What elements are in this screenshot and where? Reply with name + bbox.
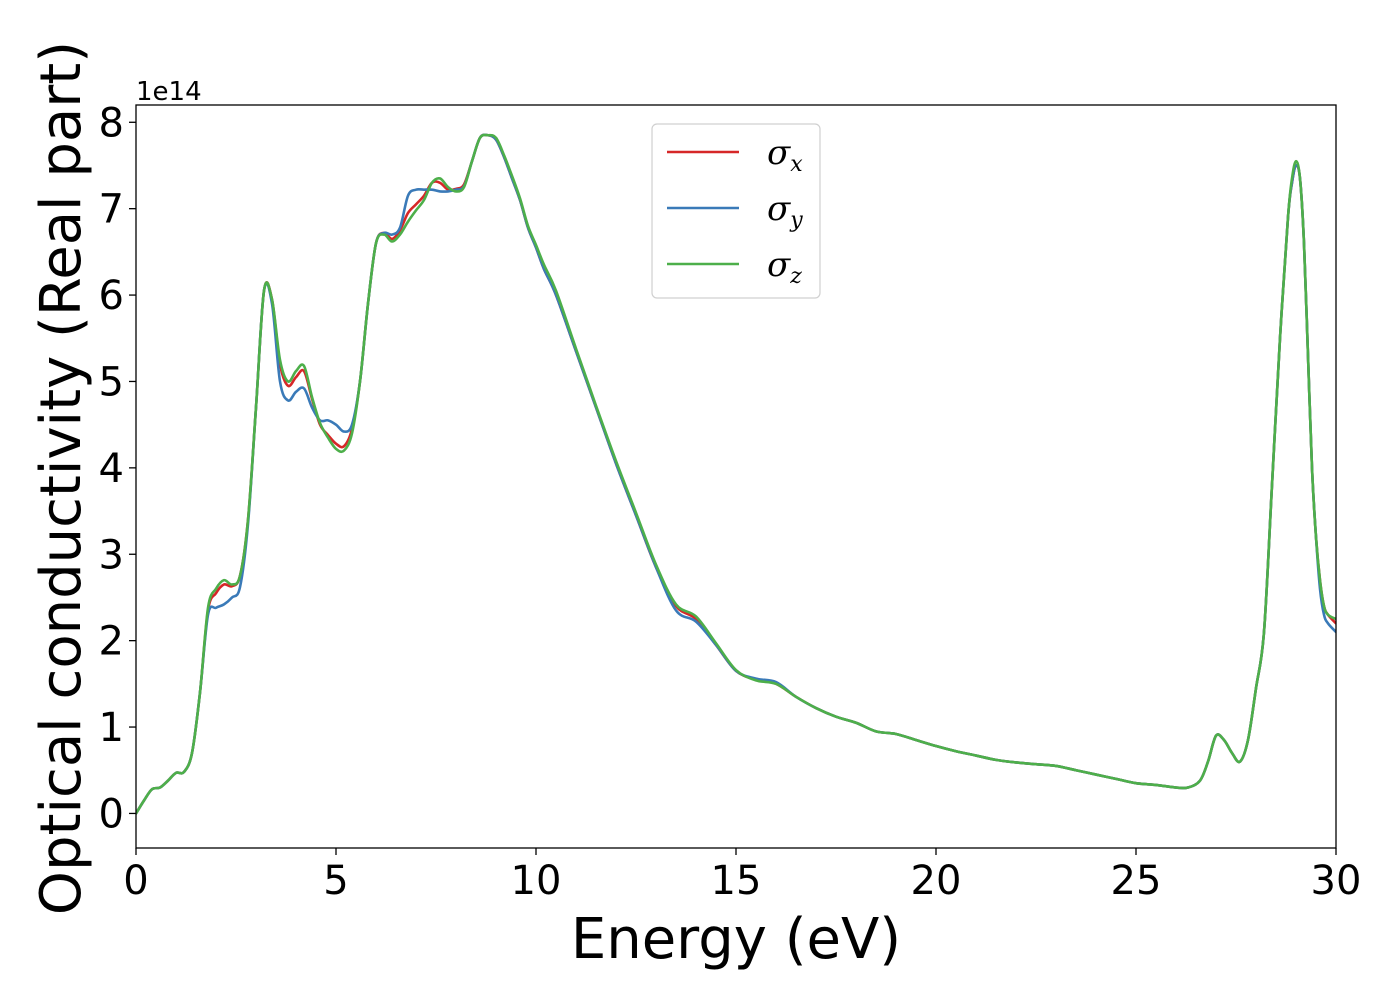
y-tick-label: 7 — [99, 187, 124, 233]
x-tick-label: 20 — [911, 858, 962, 904]
legend-label-x: σx — [767, 133, 803, 177]
y-tick-label: 8 — [99, 100, 124, 146]
y-axis: 0 1 2 3 4 5 6 7 8 — [99, 100, 136, 837]
x-tick-label: 25 — [1111, 858, 1162, 904]
y-axis-title: Optical conductivity (Real part) — [29, 41, 94, 915]
x-tick-label: 10 — [511, 858, 562, 904]
y-tick-label: 2 — [99, 619, 124, 665]
y-offset-label: 1e14 — [136, 77, 202, 107]
series-line-z — [136, 133, 1336, 815]
legend-box — [651, 123, 821, 299]
y-tick-label: 3 — [99, 532, 124, 578]
y-tick-label: 0 — [99, 791, 124, 837]
x-tick-label: 15 — [711, 858, 762, 904]
x-axis-title: Energy (eV) — [571, 907, 901, 972]
x-tick-label: 30 — [1311, 858, 1362, 904]
legend-label-z: σz — [767, 245, 802, 289]
y-tick-label: 1 — [99, 705, 124, 751]
legend-label-y: σy — [767, 189, 803, 233]
x-axis: 0 5 10 15 20 25 30 — [123, 848, 1361, 904]
legend: σx σy σz — [651, 123, 821, 299]
x-tick-label: 5 — [323, 858, 348, 904]
y-tick-label: 6 — [99, 273, 124, 319]
y-tick-label: 5 — [99, 359, 124, 405]
series-layer — [136, 133, 1336, 815]
x-tick-label: 0 — [123, 858, 148, 904]
y-tick-label: 4 — [99, 446, 124, 492]
